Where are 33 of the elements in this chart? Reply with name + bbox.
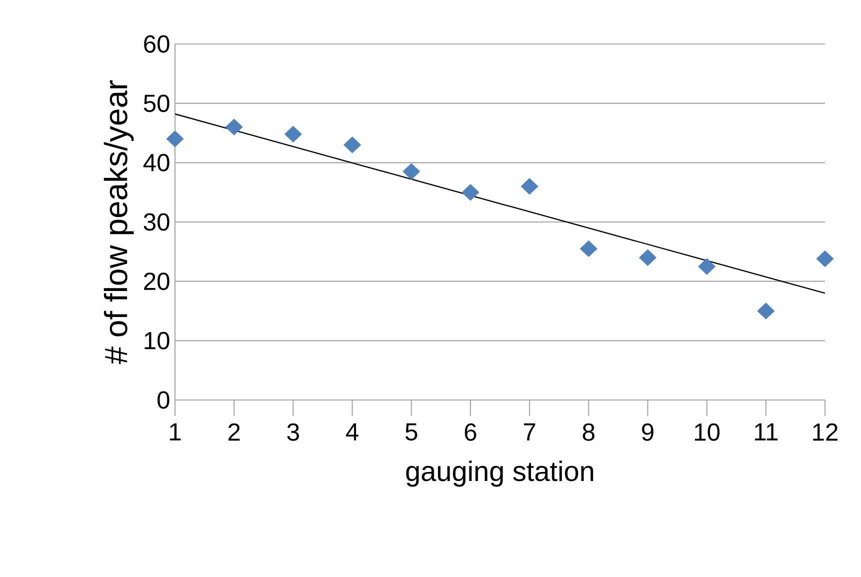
- x-tick-label: 12: [813, 423, 838, 441]
- y-axis-title: # of flow peaks/year: [104, 80, 134, 364]
- y-tick-label: 10: [144, 332, 170, 350]
- point: [166, 130, 184, 148]
- x-tick-label: 7: [524, 423, 536, 440]
- y-tick-label: 20: [144, 272, 170, 290]
- point: [225, 118, 243, 136]
- point: [520, 178, 538, 195]
- x-tick-label: 11: [754, 423, 778, 440]
- x-tick-label: 10: [694, 423, 720, 441]
- point: [698, 258, 716, 275]
- y-tick-label: 30: [144, 213, 170, 231]
- x-tick-label: 5: [405, 423, 418, 441]
- x-tick-label: 1: [170, 423, 181, 440]
- point: [284, 126, 302, 142]
- point: [816, 250, 834, 268]
- x-tick-label: 2: [228, 423, 240, 441]
- x-axis-title: gauging station: [406, 460, 594, 487]
- y-tick-label: 40: [143, 154, 170, 172]
- point: [639, 249, 656, 266]
- x-tick-label: 9: [642, 423, 654, 441]
- x-tick-label: 8: [582, 423, 594, 441]
- x-tick-label: 6: [464, 423, 476, 441]
- point: [462, 184, 480, 201]
- x-tick-label: 4: [346, 423, 358, 440]
- point: [580, 240, 598, 257]
- y-tick-label: 50: [144, 94, 170, 112]
- x-tick-label: 3: [287, 423, 299, 441]
- point: [757, 302, 775, 320]
- y-tick-label: 0: [158, 391, 170, 409]
- point: [344, 136, 361, 154]
- y-tick-label: 60: [144, 35, 170, 53]
- point: [402, 163, 420, 180]
